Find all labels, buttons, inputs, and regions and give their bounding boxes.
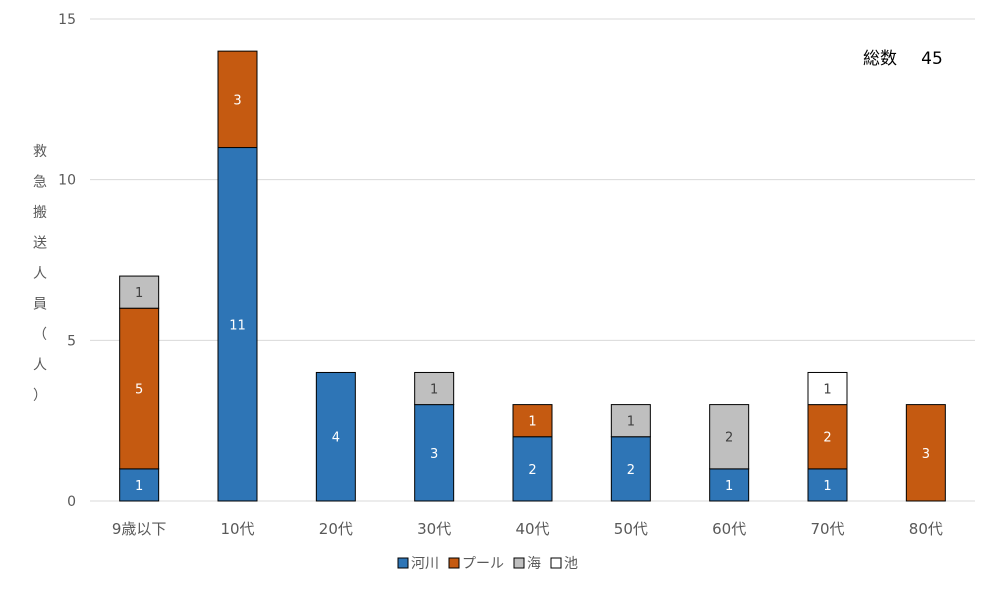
- legend-swatch: [513, 557, 525, 569]
- total-annotation-label: 総数: [863, 49, 897, 69]
- legend-label: 池: [564, 556, 578, 572]
- data-label: 1: [135, 479, 143, 494]
- x-tick-label: 40代: [515, 520, 549, 538]
- data-label: 3: [233, 93, 241, 108]
- legend-swatch: [448, 557, 460, 569]
- x-tick-label: 10代: [220, 520, 254, 538]
- x-tick-label: 70代: [810, 520, 844, 538]
- x-tick-label: 60代: [712, 520, 746, 538]
- x-tick-label: 9歳以下: [112, 520, 167, 538]
- data-label: 11: [229, 318, 246, 333]
- bar-segment: [807, 371, 848, 406]
- bar-segment: [905, 404, 946, 502]
- data-label: 1: [725, 479, 733, 494]
- legend-swatch: [397, 557, 409, 569]
- x-tick-label: 50代: [614, 520, 648, 538]
- data-label: 1: [528, 415, 536, 430]
- y-tick-label: 5: [67, 333, 76, 349]
- bar-segment: [807, 468, 848, 502]
- data-label: 1: [823, 383, 831, 398]
- bar-segment: [315, 371, 356, 502]
- y-tick-label: 15: [58, 12, 76, 28]
- bar-segment: [217, 50, 258, 149]
- x-tick-label: 30代: [417, 520, 451, 538]
- y-axis-ticks: 0 5 10 15: [58, 12, 76, 510]
- legend-label: 海: [527, 556, 541, 572]
- legend-label: 河川: [411, 556, 439, 572]
- bar-segment: [119, 275, 160, 309]
- legend: 河川 プール 海 池: [397, 556, 578, 572]
- data-label: 5: [135, 383, 143, 398]
- data-label: 1: [430, 383, 438, 398]
- bar-segment: [610, 436, 651, 502]
- data-label: 3: [430, 447, 438, 462]
- data-label: 4: [332, 431, 340, 446]
- bar-segment: [119, 307, 160, 470]
- bar-segment: [512, 436, 553, 502]
- total-annotation-value: 45: [921, 49, 943, 69]
- x-tick-label: 80代: [909, 520, 943, 538]
- bar-segment: [119, 468, 160, 502]
- data-label: 2: [725, 431, 733, 446]
- bar-segment: [217, 147, 258, 502]
- data-label: 1: [135, 286, 143, 301]
- y-tick-label: 0: [67, 494, 76, 510]
- x-axis-ticks: 9歳以下 10代 20代 30代 40代 50代 60代 70代 80代: [112, 520, 943, 538]
- bar-segment: [709, 404, 750, 470]
- y-tick-label: 10: [58, 173, 76, 189]
- bar-segment: [414, 404, 455, 502]
- bar-segment: [807, 404, 848, 470]
- bar-segment: [512, 404, 553, 438]
- data-label: 2: [823, 431, 831, 446]
- bar-segment: [414, 371, 455, 406]
- legend-swatch: [550, 557, 562, 569]
- data-label: 2: [627, 463, 635, 478]
- data-label: 1: [823, 479, 831, 494]
- y-axis-label: 救急搬送人員（人）: [33, 144, 47, 404]
- data-label: 2: [528, 463, 536, 478]
- data-label: 3: [922, 447, 930, 462]
- legend-label: プール: [462, 556, 504, 572]
- data-label: 1: [627, 415, 635, 430]
- bar-segment: [610, 404, 651, 438]
- bar-segment: [709, 468, 750, 502]
- x-tick-label: 20代: [319, 520, 353, 538]
